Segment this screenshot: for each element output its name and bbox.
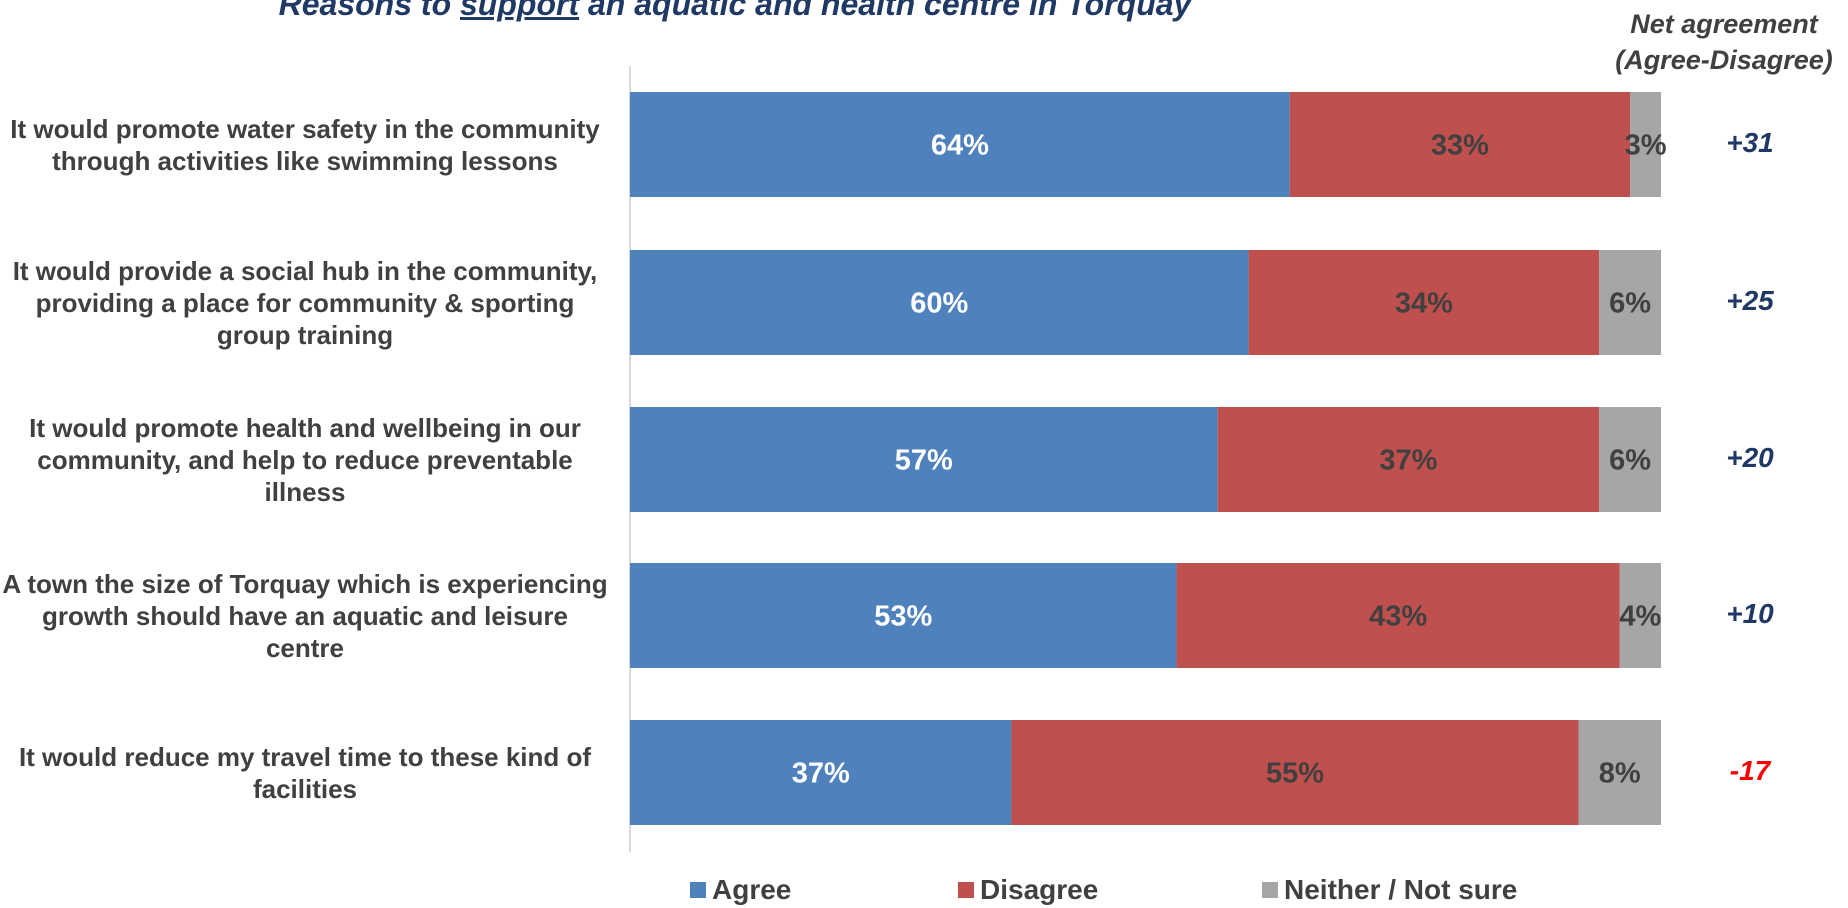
net-agreement-value-5: -17 xyxy=(1729,754,1771,786)
data-label-disagree-5: 55% xyxy=(1266,758,1324,790)
data-label-disagree-4: 43% xyxy=(1369,601,1427,633)
net-agreement-header: Net agreement (Agree-Disagree) xyxy=(1600,6,1848,78)
bar-disagree-1 xyxy=(1289,92,1631,197)
net-agreement-value-2: +25 xyxy=(1726,284,1774,316)
category-label-5: It would reduce my travel time to these … xyxy=(18,741,592,804)
net-agreement-value-3: +20 xyxy=(1726,441,1774,473)
bar-agree-2 xyxy=(630,250,1249,355)
category-label-3: It would promote health and wellbeing in… xyxy=(29,412,581,507)
data-label-disagree-3: 37% xyxy=(1379,445,1437,477)
legend: Agree Disagree Neither / Not sure xyxy=(0,874,1848,908)
bar-neither-4 xyxy=(1619,563,1661,668)
legend-item-disagree: Disagree xyxy=(958,874,1098,906)
bar-agree-3 xyxy=(630,407,1218,512)
legend-swatch-neither xyxy=(1262,882,1278,898)
legend-item-neither: Neither / Not sure xyxy=(1262,874,1517,906)
data-label-disagree-1: 33% xyxy=(1431,130,1489,162)
data-label-agree-4: 53% xyxy=(874,601,932,633)
net-agreement-header-line1: Net agreement xyxy=(1630,9,1818,39)
bar-agree-1 xyxy=(630,92,1290,197)
data-label-neither-4: 4% xyxy=(1619,601,1661,633)
data-label-neither-5: 8% xyxy=(1599,758,1641,790)
chart-title-emphasis: support xyxy=(460,0,580,22)
data-label-disagree-2: 34% xyxy=(1395,288,1453,320)
category-label-1: It would promote water safety in the com… xyxy=(10,113,600,176)
bar-neither-5 xyxy=(1578,720,1661,825)
chart-title: Reasons to support an aquatic and health… xyxy=(0,0,1470,23)
chart-title-suffix: an aquatic and health centre in Torquay xyxy=(579,0,1192,22)
bar-agree-5 xyxy=(630,720,1012,825)
bar-disagree-4 xyxy=(1176,563,1620,668)
bar-agree-4 xyxy=(630,563,1177,668)
data-label-agree-2: 60% xyxy=(910,288,968,320)
data-label-neither-1: 3% xyxy=(1625,130,1667,162)
bar-disagree-3 xyxy=(1217,407,1600,512)
net-agreement-value-1: +31 xyxy=(1726,126,1774,158)
chart-title-prefix: Reasons to xyxy=(278,0,460,22)
data-label-agree-5: 37% xyxy=(792,758,850,790)
data-label-agree-1: 64% xyxy=(931,130,989,162)
bar-neither-2 xyxy=(1599,250,1661,355)
category-label-4: A town the size of Torquay which is expe… xyxy=(2,568,608,663)
data-label-neither-3: 6% xyxy=(1609,445,1651,477)
net-agreement-header-line2: (Agree-Disagree) xyxy=(1615,45,1833,75)
legend-swatch-disagree xyxy=(958,882,974,898)
data-label-neither-2: 6% xyxy=(1609,288,1651,320)
legend-label-neither: Neither / Not sure xyxy=(1284,874,1518,905)
bar-neither-1 xyxy=(1630,92,1661,197)
bar-disagree-5 xyxy=(1011,720,1579,825)
net-agreement-value-4: +10 xyxy=(1726,597,1774,629)
bar-disagree-2 xyxy=(1248,250,1600,355)
data-label-agree-3: 57% xyxy=(895,445,953,477)
legend-item-agree: Agree xyxy=(690,874,791,906)
legend-label-agree: Agree xyxy=(712,874,792,905)
category-label-2: It would provide a social hub in the com… xyxy=(12,255,598,350)
legend-swatch-agree xyxy=(690,882,706,898)
legend-label-disagree: Disagree xyxy=(980,874,1099,905)
bar-neither-3 xyxy=(1599,407,1661,512)
